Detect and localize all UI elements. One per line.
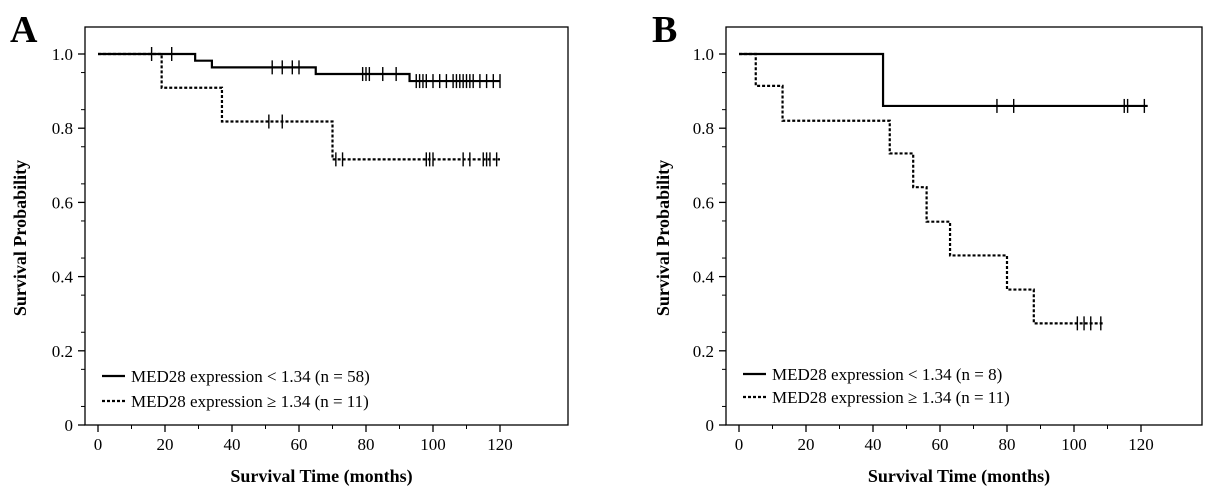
y-tick-label: 0.2 (693, 342, 714, 361)
legend-label: MED28 expression ≥ 1.34 (n = 11) (772, 388, 1010, 407)
x-tick-label: 40 (865, 435, 882, 454)
series-low-line (98, 52, 500, 83)
x-tick-label: 80 (999, 435, 1016, 454)
x-tick-label: 100 (1061, 435, 1087, 454)
plot-frame (84, 26, 569, 426)
x-tick-label: 60 (291, 435, 308, 454)
y-axis-title: Survival Probability (653, 160, 673, 316)
x-tick-label: 80 (358, 435, 375, 454)
y-tick-label: 0 (706, 416, 715, 435)
x-tick-label: 0 (735, 435, 744, 454)
panel-letter: B (652, 9, 677, 51)
y-tick-label: 0.8 (693, 119, 714, 138)
panel-a: A 0 0.2 0.4 0.6 0.8 1.0 0 20 40 60 80 100 120 Survival… (10, 9, 569, 487)
legend-label: MED28 expression < 1.34 (n = 8) (772, 365, 1002, 384)
y-tick-label: 0.8 (52, 119, 73, 138)
x-axis-title: Survival Time (months) (230, 466, 412, 487)
x-tick-label: 120 (487, 435, 513, 454)
plot-frame (725, 26, 1203, 426)
y-axis-title: Survival Probability (10, 160, 30, 316)
x-tick-label: 20 (157, 435, 174, 454)
y-tick-label: 1.0 (52, 45, 73, 64)
y-tick-label: 0 (65, 416, 74, 435)
x-tick-label: 40 (224, 435, 241, 454)
x-tick-label: 60 (932, 435, 949, 454)
x-tick-label: 20 (798, 435, 815, 454)
series-low-line (739, 52, 1148, 108)
legend-label: MED28 expression < 1.34 (n = 58) (131, 367, 370, 386)
y-tick-label: 0.4 (52, 268, 74, 287)
y-tick-label: 0.6 (52, 193, 73, 212)
y-tick-label: 1.0 (693, 45, 714, 64)
panel-letter: A (10, 9, 38, 51)
legend-label: MED28 expression ≥ 1.34 (n = 11) (131, 392, 369, 411)
y-tick-label: 0.6 (693, 193, 714, 212)
y-tick-label: 0.4 (693, 268, 715, 287)
panel-b: B 0 0.2 0.4 0.6 0.8 1.0 0 20 40 60 80 100 120 Survival… (652, 9, 1203, 487)
series-high-line (739, 52, 1105, 325)
y-tick-label: 0.2 (52, 342, 73, 361)
x-tick-label: 0 (94, 435, 103, 454)
x-axis-title: Survival Time (months) (868, 466, 1050, 487)
x-tick-label: 120 (1128, 435, 1154, 454)
x-tick-label: 100 (420, 435, 446, 454)
